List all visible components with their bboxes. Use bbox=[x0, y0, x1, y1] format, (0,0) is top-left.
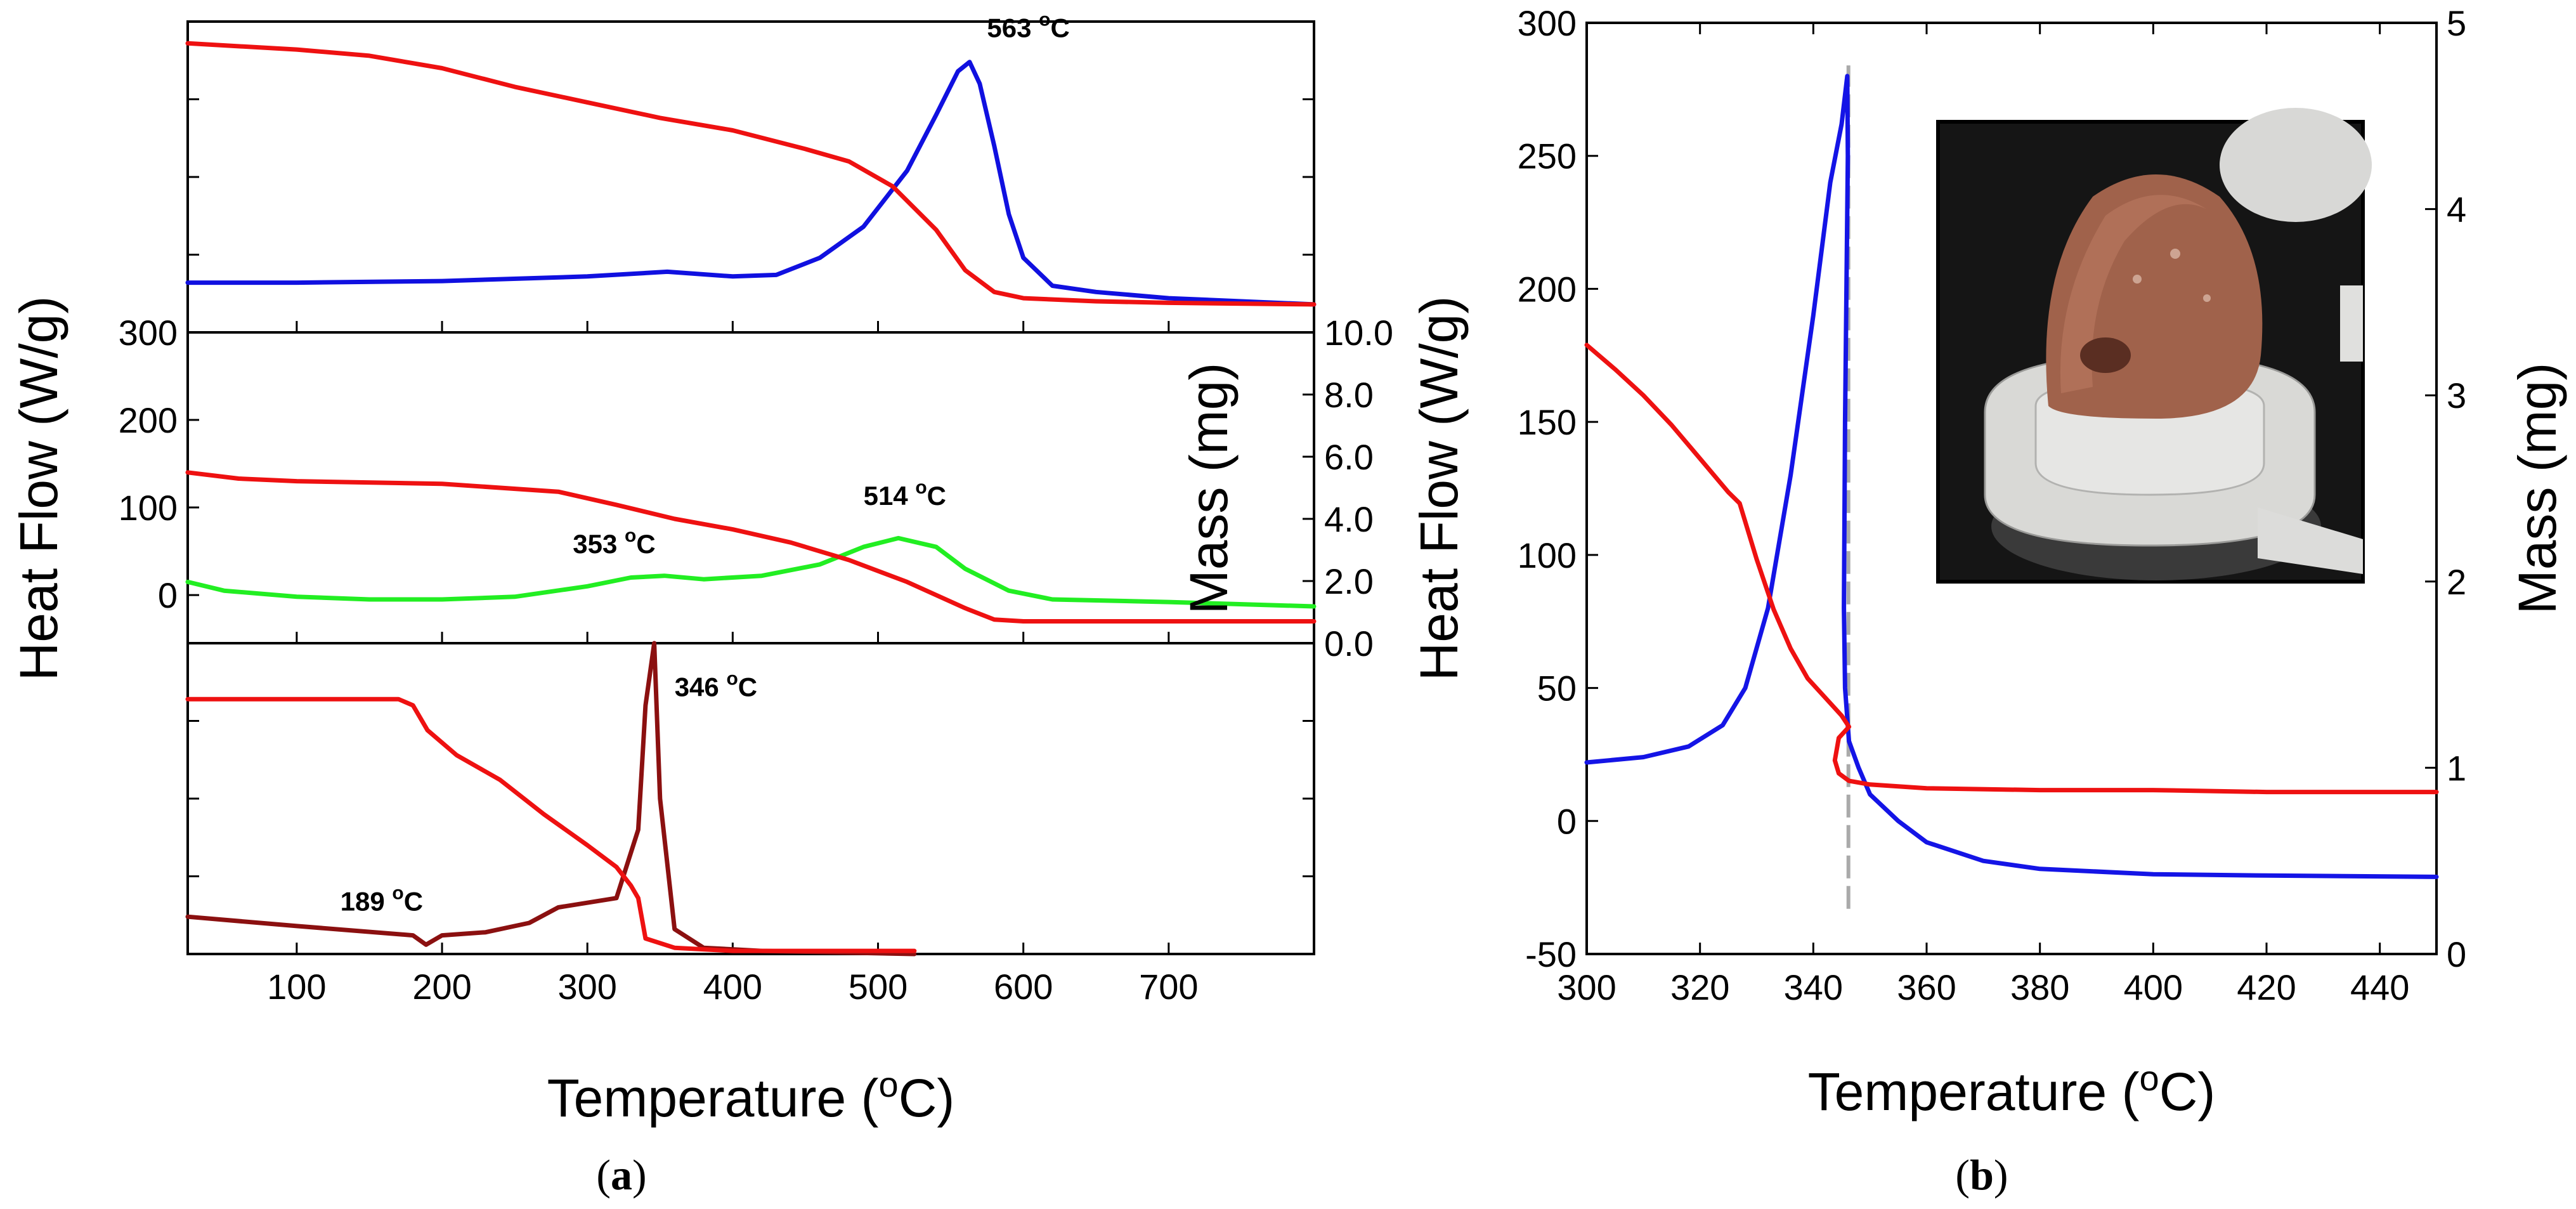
chart-a-xtick-label: 500 bbox=[849, 967, 907, 1007]
chart-b-ytick-left-label: 300 bbox=[1518, 3, 1577, 43]
chart-a-ylabel-right: Mass (mg) bbox=[1179, 363, 1239, 615]
chart-b-caption: (b) bbox=[1955, 1151, 2008, 1199]
chart-b-mass-red bbox=[1584, 343, 2439, 795]
chart-a: 100 200 300 400 500 600 700 0 100 200 300 0.0 2.0 4.0… bbox=[9, 10, 1393, 1199]
chart-b-xtick-label: 400 bbox=[2124, 967, 2183, 1007]
chart-a-xtick-label: 100 bbox=[267, 967, 326, 1007]
chart-b-ytick-right-label: 3 bbox=[2447, 376, 2466, 415]
chart-b-ytick-right-label: 4 bbox=[2447, 190, 2466, 230]
chart-a-ytick-right-label: 0.0 bbox=[1324, 624, 1374, 663]
chart-a-bottom-peak-label-189: 189 oC bbox=[341, 882, 423, 916]
chart-a-ytick-left-label: 100 bbox=[119, 488, 178, 528]
chart-b-xtick-label: 440 bbox=[2350, 967, 2409, 1007]
chart-a-top-peak-label-563: 563 oC bbox=[987, 10, 1069, 43]
chart-a-ticks: 100 200 300 400 500 600 700 0 100 200 300 0.0 2.0 4.0… bbox=[119, 98, 1393, 1007]
chart-a-bottom-mass-red bbox=[185, 696, 917, 953]
chart-b-ticks: 300 320 340 360 380 400 420 440-500501001502002… bbox=[1518, 3, 2467, 1007]
chart-b-ytick-left-label: -50 bbox=[1525, 934, 1577, 974]
chart-b-xtick-label: 360 bbox=[1897, 967, 1956, 1007]
chart-b-xtick-label: 380 bbox=[2010, 967, 2069, 1007]
chart-a-ytick-left-label: 300 bbox=[119, 313, 178, 353]
chart-a-series bbox=[185, 41, 1317, 957]
chart-a-ytick-right-label: 4.0 bbox=[1324, 499, 1374, 539]
chart-b-ytick-left-label: 200 bbox=[1518, 269, 1577, 309]
chart-b-ytick-left-label: 100 bbox=[1518, 535, 1577, 575]
chart-b-xtick-label: 340 bbox=[1784, 967, 1843, 1007]
chart-b-ytick-right-label: 2 bbox=[2447, 562, 2466, 602]
chart-a-xtick-label: 400 bbox=[703, 967, 762, 1007]
chart-b-series bbox=[1584, 74, 2439, 879]
chart-b: 300 320 340 360 380 400 420 440-500501001502002… bbox=[1409, 3, 2567, 1199]
chart-a-middle-peak-label-514: 514 oC bbox=[864, 477, 946, 511]
chart-a-ytick-right-label: 6.0 bbox=[1324, 437, 1374, 477]
chart-a-xtick-label: 700 bbox=[1139, 967, 1198, 1007]
chart-a-ytick-left-label: 200 bbox=[119, 400, 178, 440]
chart-a-xlabel: Temperature (oC) bbox=[547, 1064, 955, 1128]
chart-b-ytick-left-label: 150 bbox=[1518, 402, 1577, 442]
chart-a-ytick-right-label: 2.0 bbox=[1324, 561, 1374, 601]
chart-b-ytick-right-label: 1 bbox=[2447, 748, 2466, 788]
chart-a-top-mass-red bbox=[185, 41, 1317, 307]
chart-a-top-frame bbox=[186, 20, 1315, 334]
chart-a-xtick-label: 600 bbox=[994, 967, 1053, 1007]
chart-b-xtick-label: 300 bbox=[1557, 967, 1616, 1007]
chart-a-xtick-label: 300 bbox=[557, 967, 616, 1007]
chart-a-ytick-right-label: 10.0 bbox=[1324, 313, 1393, 353]
chart-b-inset-photo bbox=[1936, 108, 2372, 584]
chart-b-ytick-right-label: 5 bbox=[2447, 3, 2466, 43]
chart-a-ytick-right-label: 8.0 bbox=[1324, 375, 1374, 415]
chart-a-bottom-peak-label-346: 346 oC bbox=[675, 668, 757, 702]
chart-a-annotations: 563 oC 353 oC 514 oC 346 oC 189 oC bbox=[341, 10, 1070, 917]
chart-b-heat-flow-blue bbox=[1584, 74, 2439, 879]
chart-a-ytick-left-label: 0 bbox=[158, 575, 178, 615]
chart-b-frame bbox=[1585, 22, 2438, 955]
chart-b-ylabel-left: Heat Flow (W/g) bbox=[1409, 296, 1469, 681]
chart-b-ytick-left-label: 50 bbox=[1537, 669, 1577, 709]
chart-a-bottom-heat-flow-darkred bbox=[185, 641, 917, 957]
chart-b-ytick-left-label: 250 bbox=[1518, 136, 1577, 176]
chart-b-ylabel-right: Mass (mg) bbox=[2508, 363, 2567, 615]
chart-a-ylabel-left: Heat Flow (W/g) bbox=[9, 296, 68, 681]
chart-a-middle-frame bbox=[186, 331, 1315, 644]
chart-b-ytick-left-label: 0 bbox=[1557, 801, 1577, 841]
chart-b-xtick-label: 320 bbox=[1670, 967, 1729, 1007]
chart-b-xlabel: Temperature (oC) bbox=[1808, 1058, 2216, 1122]
chart-a-xtick-label: 200 bbox=[412, 967, 471, 1007]
chart-b-xtick-label: 420 bbox=[2237, 967, 2296, 1007]
chart-a-middle-peak-label-353: 353 oC bbox=[573, 525, 655, 559]
chart-a-top-heat-flow-blue bbox=[185, 60, 1317, 307]
chart-a-middle-heat-flow-green bbox=[185, 535, 1317, 609]
chart-a-middle-mass-red bbox=[185, 470, 1317, 624]
chart-a-caption: (a) bbox=[596, 1151, 646, 1199]
chart-b-ytick-right-label: 0 bbox=[2447, 934, 2466, 974]
